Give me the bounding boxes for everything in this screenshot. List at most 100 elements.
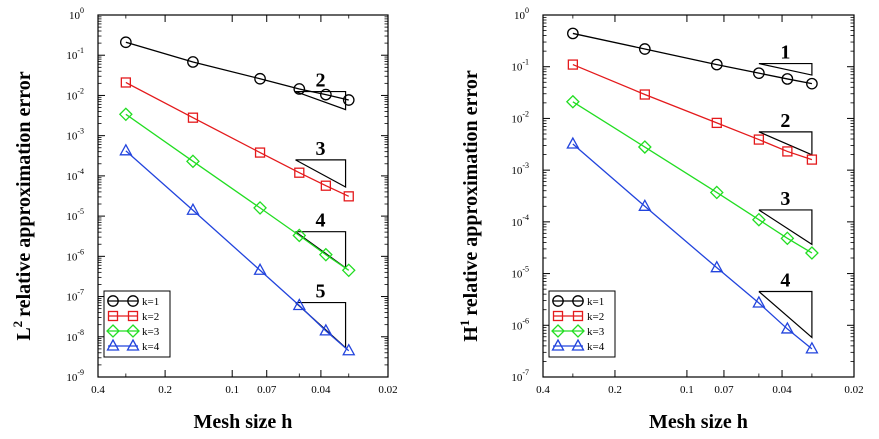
slope-triangle: [758, 131, 813, 156]
x-tick-label: 0.02: [844, 384, 863, 396]
y-tick-base: 10: [514, 10, 526, 22]
y-tick-label: 10-3: [511, 161, 529, 177]
y-tick-base: 10: [511, 165, 523, 177]
y-tick-exponent: 0: [80, 6, 84, 15]
x-tick-label: 0.4: [536, 384, 550, 396]
x-tick-label: 0.04: [772, 384, 792, 396]
legend-label: k=4: [142, 341, 160, 353]
x-axis-label: Mesh size h: [649, 411, 748, 433]
series-line-k=4: [125, 150, 350, 352]
data-point-k=1: [781, 73, 794, 85]
data-point-k=1: [567, 27, 579, 40]
data-point-k=2: [294, 167, 305, 178]
data-point-k=4: [805, 341, 819, 354]
data-point-k=4: [253, 262, 267, 275]
y-tick-exponent: -5: [522, 265, 529, 274]
series-line-k=4: [572, 143, 813, 350]
legend-marker: [126, 324, 140, 338]
data-point-k=3: [751, 212, 766, 227]
slope-label: 1: [780, 42, 790, 64]
data-point-k=4: [710, 260, 724, 273]
data-point-k=2: [639, 89, 650, 100]
data-point-k=1: [293, 83, 306, 95]
y-tick-base: 10: [511, 320, 523, 332]
series-line-k=3: [572, 101, 813, 254]
y-tick-label: 10-7: [66, 288, 84, 304]
data-point-k=2: [753, 134, 765, 145]
x-tick-label: 0.07: [714, 384, 734, 396]
y-tick-exponent: -7: [77, 288, 84, 297]
data-point-k=1: [320, 88, 332, 101]
y-tick-label: 10-4: [511, 213, 529, 229]
slope-label: 2: [316, 70, 326, 92]
legend-label: k=2: [142, 311, 159, 323]
y-tick-label: 100: [514, 6, 529, 22]
legend-label: k=1: [587, 296, 604, 308]
slope-label: 3: [780, 188, 790, 210]
y-tick-exponent: -2: [77, 86, 84, 95]
data-point-k=2: [806, 154, 818, 165]
y-tick-exponent: -6: [522, 316, 529, 325]
data-point-k=3: [341, 263, 356, 278]
slope-label: 5: [316, 281, 326, 303]
y-tick-exponent: -8: [77, 328, 84, 337]
x-tick-label: 0.04: [311, 384, 331, 396]
legend-marker: [126, 338, 140, 351]
y-axis-label-ylabel: relative approximation error: [460, 70, 482, 316]
y-tick-exponent: -6: [77, 247, 84, 256]
y-axis-label-ylabel-prefix: H: [460, 326, 482, 342]
y-tick-base: 10: [511, 113, 523, 125]
x-tick-label: 0.1: [225, 384, 239, 396]
y-tick-exponent: -1: [77, 46, 84, 55]
y-tick-exponent: -9: [77, 368, 84, 377]
data-point-k=3: [565, 94, 580, 109]
x-tick-label: 0.2: [158, 384, 172, 396]
legend-marker: [127, 310, 139, 322]
legend-marker: [127, 295, 139, 307]
y-tick-exponent: -2: [522, 109, 529, 118]
y-tick-label: 100: [69, 6, 84, 22]
data-point-k=1: [710, 58, 723, 71]
l2-error-panel: 10010-110-210-310-410-510-610-710-810-90…: [10, 6, 398, 433]
slope-triangle: [758, 62, 813, 76]
data-point-k=4: [119, 143, 133, 156]
data-point-k=2: [343, 191, 354, 202]
y-axis-label-ylabel: relative approximation error: [13, 71, 35, 317]
slope-label: 2: [780, 110, 790, 132]
slope-label: 4: [316, 210, 326, 232]
slope-triangle: [295, 90, 347, 111]
y-tick-label: 10-9: [66, 368, 84, 384]
data-point-k=1: [753, 67, 765, 80]
y-tick-label: 10-2: [66, 86, 84, 102]
data-point-k=1: [806, 77, 818, 90]
y-tick-label: 10-6: [511, 316, 529, 332]
legend-marker: [107, 295, 119, 307]
legend-marker: [571, 324, 585, 338]
legend-marker: [106, 324, 120, 338]
legend-label: k=3: [142, 326, 160, 338]
data-point-k=1: [342, 94, 355, 106]
y-tick-label: 10-5: [511, 265, 529, 281]
y-tick-exponent: 0: [525, 6, 529, 15]
y-axis-label: H1 relative approximation error: [457, 70, 482, 342]
y-tick-base: 10: [66, 131, 78, 143]
data-point-k=2: [254, 147, 266, 158]
slope-triangle: [295, 231, 347, 270]
plot-frame: [542, 14, 855, 378]
legend-marker: [107, 310, 119, 322]
y-tick-base: 10: [66, 211, 78, 223]
data-point-k=4: [319, 323, 333, 336]
y-tick-label: 10-1: [66, 46, 84, 62]
y-axis-label-ylabel-sup: 1: [457, 320, 472, 327]
legend-marker: [551, 338, 565, 351]
slope-label: 3: [316, 138, 326, 160]
data-point-k=1: [638, 43, 651, 55]
y-tick-label: 10-1: [511, 58, 529, 74]
legend-label: k=3: [587, 326, 605, 338]
data-point-k=4: [292, 298, 306, 311]
y-tick-exponent: -3: [77, 127, 84, 136]
y-tick-base: 10: [66, 292, 78, 304]
series-line-k=1: [572, 32, 813, 85]
y-tick-exponent: -4: [522, 213, 529, 222]
